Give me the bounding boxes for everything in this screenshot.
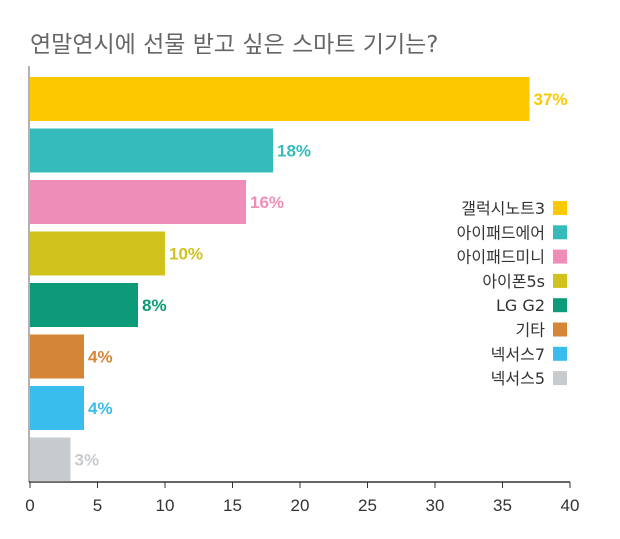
legend-label-4: 아이폰5s — [482, 272, 545, 291]
x-tick-label-0: 0 — [25, 496, 34, 515]
value-label-3: 16% — [250, 193, 284, 212]
bar-1 — [30, 77, 530, 121]
chart-title: 연말연시에 선물 받고 싶은 스마트 기기는? — [30, 32, 438, 58]
value-label-1: 37% — [534, 90, 568, 109]
value-labels-group: 37% 18% 16% 10% 8% 4% 4% 3% — [75, 90, 568, 470]
legend-label-7: 넥서스7 — [491, 345, 545, 364]
value-label-2: 18% — [277, 142, 311, 161]
legend-swatch-2 — [553, 225, 567, 240]
value-label-7: 4% — [88, 399, 113, 418]
x-tick-label-40: 40 — [561, 496, 580, 515]
bars-group — [30, 77, 530, 482]
legend-swatch-5 — [553, 298, 567, 313]
legend-swatch-8 — [553, 371, 567, 386]
legend-label-6: 기타 — [516, 321, 546, 340]
x-tick-label-30: 30 — [426, 496, 445, 515]
legend-label-2: 아이패드에어 — [457, 223, 545, 242]
x-tick-label-20: 20 — [291, 496, 310, 515]
value-label-6: 4% — [88, 348, 113, 367]
legend-swatch-4 — [553, 273, 567, 288]
value-label-4: 10% — [169, 245, 203, 264]
bar-3 — [30, 180, 246, 224]
value-label-5: 8% — [142, 296, 167, 315]
value-label-8: 3% — [75, 451, 100, 470]
x-tick-label-15: 15 — [223, 496, 242, 515]
x-tick-label-35: 35 — [493, 496, 512, 515]
x-tick-label-10: 10 — [156, 496, 175, 515]
legend-label-8: 넥서스5 — [491, 369, 545, 388]
legend-label-3: 아이패드미니 — [457, 248, 545, 267]
bar-8 — [30, 437, 71, 482]
legend-swatch-6 — [553, 322, 567, 337]
bar-2 — [30, 128, 273, 173]
legend-swatch-1 — [553, 201, 567, 215]
legend-label-1: 갤럭시노트3 — [461, 199, 545, 218]
x-tick-label-25: 25 — [358, 496, 377, 515]
legend-label-5: LG G2 — [496, 296, 545, 315]
x-ticks-group: 0 5 10 15 20 25 30 35 40 — [25, 482, 579, 515]
legend-swatch-3 — [553, 249, 567, 264]
bar-5 — [30, 283, 138, 327]
bar-6 — [30, 334, 84, 379]
bar-7 — [30, 386, 84, 430]
bar-4 — [30, 231, 165, 276]
legend-swatch-7 — [553, 346, 567, 361]
x-tick-label-5: 5 — [93, 496, 102, 515]
